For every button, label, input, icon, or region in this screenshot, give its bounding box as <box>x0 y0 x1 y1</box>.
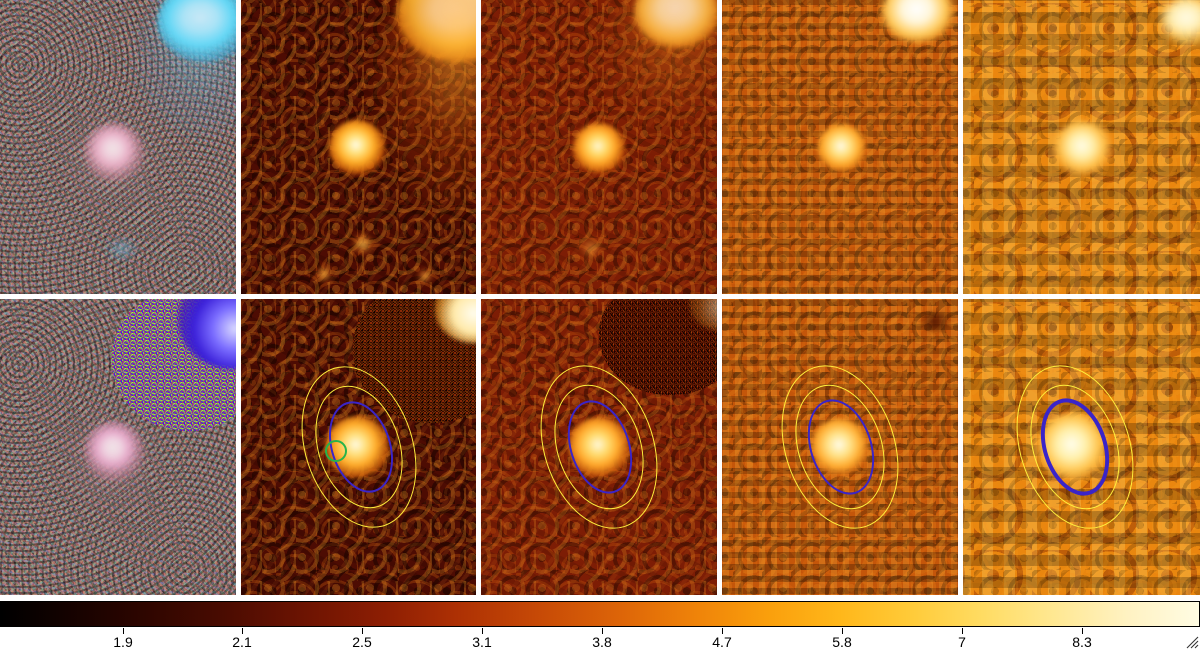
colorbar-tick-label: 2.5 <box>352 634 372 649</box>
panel-band2-top[interactable] <box>241 0 476 294</box>
panel-rgb-composite-top[interactable] <box>0 0 236 294</box>
residual-dark-patch <box>920 311 950 333</box>
colorbar-tick-label: 8.3 <box>1072 634 1092 649</box>
resize-grip-icon[interactable] <box>1184 634 1199 649</box>
panel-band4-top[interactable] <box>722 0 958 294</box>
colorbar-tick-label: 7 <box>958 634 966 649</box>
colorbar-area: 1.9 2.1 2.5 3.1 3.8 4.7 5.8 7 8.3 <box>0 601 1200 649</box>
noise-layer-mottle <box>963 0 1200 294</box>
colorbar-tick-mark <box>362 628 363 634</box>
panel-image <box>0 299 236 595</box>
panel-band3-top[interactable] <box>481 0 717 294</box>
panel-band3-bottom[interactable] <box>481 299 717 595</box>
panel-image <box>481 299 717 595</box>
panel-image <box>963 299 1200 595</box>
colorbar-tick-label: 3.1 <box>472 634 492 649</box>
colorbar-tick-mark <box>123 628 124 634</box>
panel-image <box>481 0 717 294</box>
colorbar-tick-label: 5.8 <box>832 634 852 649</box>
panel-image <box>0 0 236 294</box>
colorbar-tick-label: 3.8 <box>592 634 612 649</box>
panel-image <box>963 0 1200 294</box>
panel-band5-top[interactable] <box>963 0 1200 294</box>
colorbar-tick-mark <box>722 628 723 634</box>
colorbar-tick-mark <box>242 628 243 634</box>
panel-image <box>722 299 958 595</box>
panel-rgb-composite-bottom[interactable] <box>0 299 236 595</box>
noise-layer-mottle <box>722 0 958 294</box>
colorbar-tick-mark <box>602 628 603 634</box>
panel-grid <box>0 0 1200 595</box>
colorbar-tick-mark <box>842 628 843 634</box>
panel-image <box>241 299 476 595</box>
colorbar-tick-mark <box>1082 628 1083 634</box>
panel-band5-bottom[interactable] <box>963 299 1200 595</box>
intensity-colorbar[interactable] <box>0 601 1200 627</box>
small-green-circle <box>325 440 347 462</box>
colorbar-tick-label: 4.7 <box>712 634 732 649</box>
panel-band2-bottom[interactable] <box>241 299 476 595</box>
colorbar-tick-mark <box>962 628 963 634</box>
panel-image <box>241 0 476 294</box>
colorbar-tick-mark <box>482 628 483 634</box>
panel-image <box>722 0 958 294</box>
panel-band4-bottom[interactable] <box>722 299 958 595</box>
colorbar-tick-label: 2.1 <box>232 634 252 649</box>
colorbar-tick-label: 1.9 <box>113 634 133 649</box>
